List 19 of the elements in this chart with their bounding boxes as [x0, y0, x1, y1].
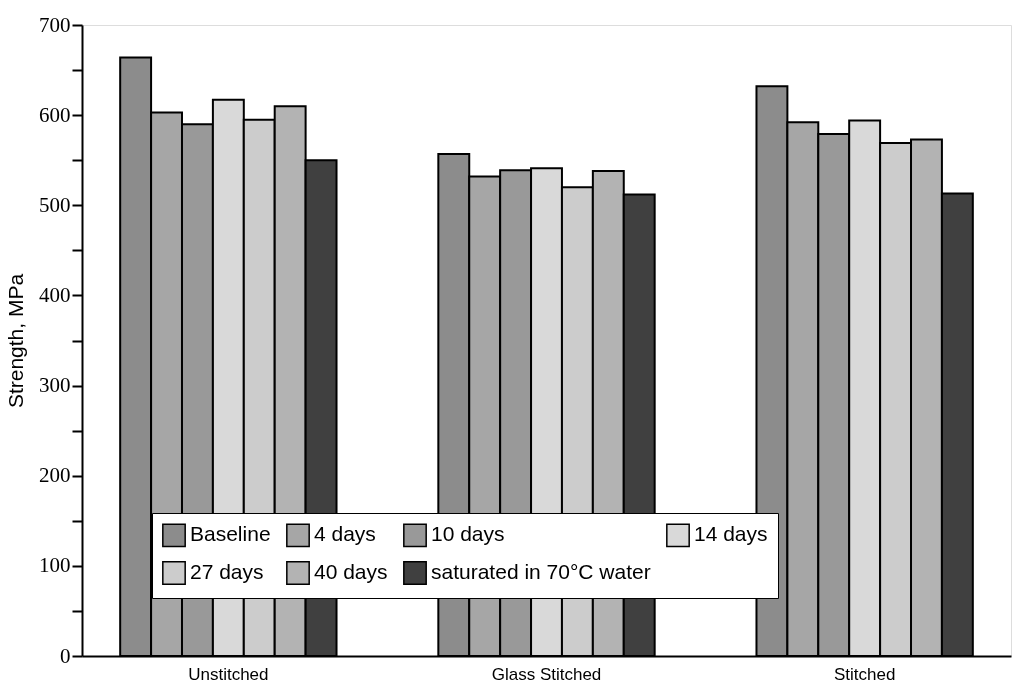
legend-label: Baseline — [190, 522, 271, 546]
x-tick-label: Glass Stitched — [491, 664, 602, 684]
y-tick-label: 300 — [39, 373, 71, 398]
legend-label: 27 days — [190, 560, 264, 583]
x-tick-label: Stitched — [833, 664, 896, 684]
y-tick-label: 100 — [39, 553, 71, 578]
x-tick-label: Unstitched — [188, 664, 269, 684]
legend-label: 40 days — [314, 560, 388, 583]
legend-label: 14 days — [694, 522, 768, 546]
legend-label: 4 days — [314, 522, 376, 546]
legend-label: saturated in 70°C water — [431, 560, 651, 583]
y-tick-label: 400 — [39, 282, 71, 307]
y-tick-label: 200 — [39, 463, 71, 488]
y-tick-label: 700 — [39, 12, 71, 37]
legend-label: 10 days — [431, 522, 505, 546]
y-tick-label: 600 — [39, 102, 71, 127]
y-tick-label: 0 — [60, 643, 71, 668]
y-tick-label: 500 — [39, 192, 71, 217]
y-axis-title: Strength, MPa — [4, 273, 27, 409]
